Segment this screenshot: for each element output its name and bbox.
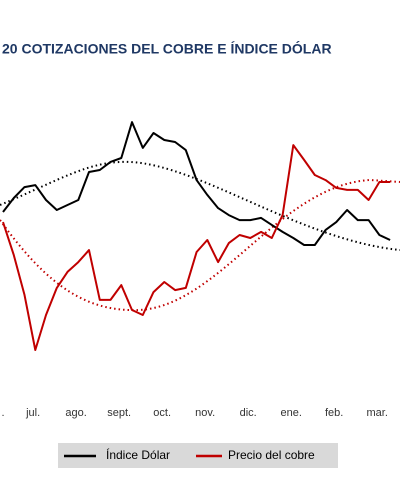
x-tick-label: mar. [367, 407, 388, 419]
x-tick-label: nov. [195, 407, 215, 419]
chart-title: 20 COTIZACIONES DEL COBRE E ÍNDICE DÓLAR [2, 40, 332, 57]
x-tick-label: dic. [240, 407, 257, 419]
x-tick-label: feb. [325, 407, 343, 419]
legend-label: Precio del cobre [228, 448, 315, 462]
trend-line [0, 178, 400, 312]
x-tick-label: oct. [153, 407, 171, 419]
x-tick-label: sept. [107, 407, 131, 419]
x-tick-label: ene. [280, 407, 301, 419]
data-line [2, 144, 391, 351]
x-tick-label: jul. [25, 407, 40, 419]
legend-label: Índice Dólar [106, 447, 170, 462]
x-tick-label: ago. [65, 407, 86, 419]
legend: Índice Dólar Precio del cobre [64, 447, 315, 462]
data-line [2, 121, 391, 246]
trend-line [0, 160, 400, 251]
x-tick-label: . [1, 407, 4, 419]
